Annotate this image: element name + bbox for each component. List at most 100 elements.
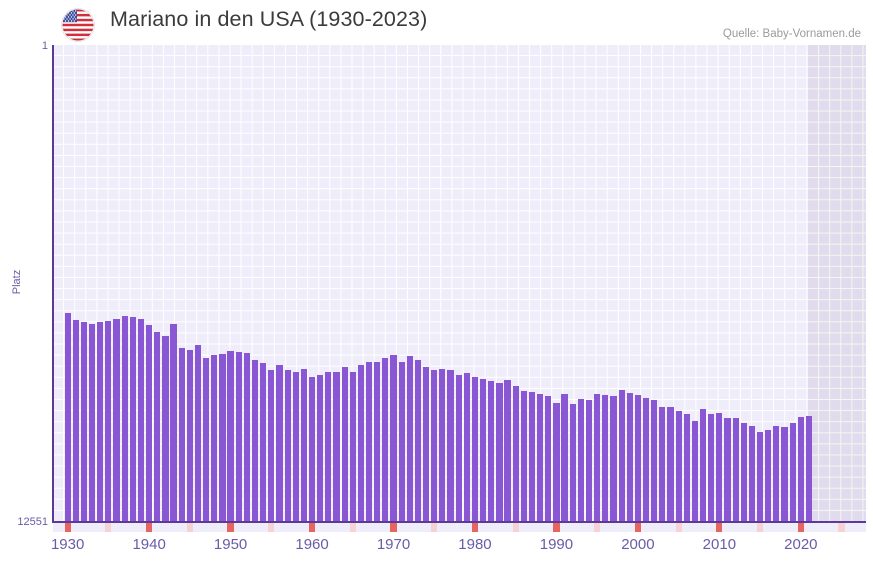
- x-tick-minor: [186, 523, 193, 532]
- bar[interactable]: [406, 356, 413, 521]
- bar[interactable]: [463, 373, 470, 521]
- bar[interactable]: [659, 407, 666, 521]
- bar[interactable]: [292, 372, 299, 521]
- x-tick-minor: [594, 523, 601, 532]
- bar[interactable]: [545, 396, 552, 521]
- x-axis-line: [52, 521, 866, 523]
- bar[interactable]: [520, 391, 527, 521]
- bar[interactable]: [365, 362, 373, 521]
- bar[interactable]: [186, 350, 193, 521]
- bar[interactable]: [805, 416, 813, 521]
- bar[interactable]: [569, 404, 576, 521]
- bar[interactable]: [137, 319, 145, 521]
- bar[interactable]: [667, 407, 674, 521]
- bar[interactable]: [594, 394, 601, 521]
- bar[interactable]: [699, 409, 707, 521]
- bar[interactable]: [488, 381, 495, 521]
- x-tick-minor: [757, 523, 764, 532]
- bar[interactable]: [300, 369, 307, 521]
- bar[interactable]: [480, 379, 487, 521]
- bar[interactable]: [585, 400, 593, 521]
- bar[interactable]: [773, 426, 780, 521]
- bar[interactable]: [781, 427, 788, 521]
- bar[interactable]: [243, 353, 250, 521]
- bar[interactable]: [512, 386, 519, 521]
- bar[interactable]: [154, 332, 161, 521]
- bar[interactable]: [333, 372, 340, 521]
- bar[interactable]: [651, 400, 658, 521]
- bar[interactable]: [357, 365, 365, 521]
- bar[interactable]: [72, 320, 79, 521]
- bar[interactable]: [80, 322, 88, 521]
- bar[interactable]: [561, 394, 568, 521]
- x-tick-major: [797, 523, 804, 532]
- bar[interactable]: [308, 377, 316, 521]
- bar[interactable]: [716, 413, 723, 521]
- bar[interactable]: [317, 375, 324, 521]
- bar[interactable]: [797, 417, 804, 521]
- bar[interactable]: [146, 325, 153, 521]
- bar[interactable]: [740, 423, 747, 521]
- bar[interactable]: [105, 321, 112, 521]
- bar[interactable]: [414, 360, 422, 521]
- x-tick-major: [634, 523, 641, 532]
- bar[interactable]: [284, 370, 291, 521]
- bar[interactable]: [162, 336, 169, 521]
- bar[interactable]: [675, 411, 682, 521]
- x-tick-label: 1970: [376, 536, 411, 553]
- bar[interactable]: [211, 355, 218, 521]
- bar[interactable]: [471, 377, 479, 521]
- bar[interactable]: [219, 354, 226, 521]
- bar[interactable]: [113, 319, 120, 521]
- x-tick-label: 1930: [50, 536, 85, 553]
- bar[interactable]: [178, 348, 185, 521]
- bar[interactable]: [642, 398, 650, 521]
- bar[interactable]: [691, 421, 699, 521]
- bar[interactable]: [447, 370, 454, 521]
- bar[interactable]: [235, 352, 242, 521]
- bar[interactable]: [431, 370, 438, 521]
- bar[interactable]: [89, 324, 96, 521]
- bar[interactable]: [260, 363, 267, 521]
- bar[interactable]: [789, 423, 796, 521]
- bar[interactable]: [97, 322, 104, 521]
- bar[interactable]: [227, 351, 234, 521]
- bar[interactable]: [382, 358, 389, 521]
- bar[interactable]: [325, 372, 332, 521]
- bar[interactable]: [757, 432, 764, 521]
- bar[interactable]: [439, 369, 446, 521]
- bar[interactable]: [341, 367, 348, 521]
- bar[interactable]: [634, 395, 641, 521]
- bar[interactable]: [170, 324, 177, 521]
- bar[interactable]: [626, 393, 633, 521]
- bar[interactable]: [349, 372, 356, 521]
- bar[interactable]: [602, 395, 609, 521]
- bar[interactable]: [64, 313, 71, 521]
- bar[interactable]: [732, 418, 739, 521]
- bar[interactable]: [708, 414, 715, 521]
- bar[interactable]: [504, 380, 511, 521]
- bar[interactable]: [268, 370, 275, 521]
- bar[interactable]: [203, 358, 210, 521]
- bar[interactable]: [683, 414, 690, 521]
- bar[interactable]: [748, 426, 756, 521]
- bar[interactable]: [390, 355, 397, 521]
- bar[interactable]: [276, 365, 283, 521]
- bar[interactable]: [194, 345, 202, 521]
- bar[interactable]: [528, 392, 536, 521]
- bar[interactable]: [129, 317, 136, 521]
- bar[interactable]: [398, 362, 405, 521]
- bar[interactable]: [765, 430, 772, 521]
- bar[interactable]: [121, 316, 128, 521]
- bar[interactable]: [553, 403, 560, 521]
- bar[interactable]: [251, 360, 259, 521]
- bar[interactable]: [374, 362, 381, 521]
- bar[interactable]: [423, 367, 430, 521]
- bar[interactable]: [610, 396, 617, 521]
- bar[interactable]: [618, 390, 625, 521]
- bar[interactable]: [455, 375, 462, 521]
- bar[interactable]: [537, 394, 544, 521]
- bar[interactable]: [724, 418, 731, 521]
- bar[interactable]: [577, 399, 584, 521]
- bar[interactable]: [496, 383, 503, 521]
